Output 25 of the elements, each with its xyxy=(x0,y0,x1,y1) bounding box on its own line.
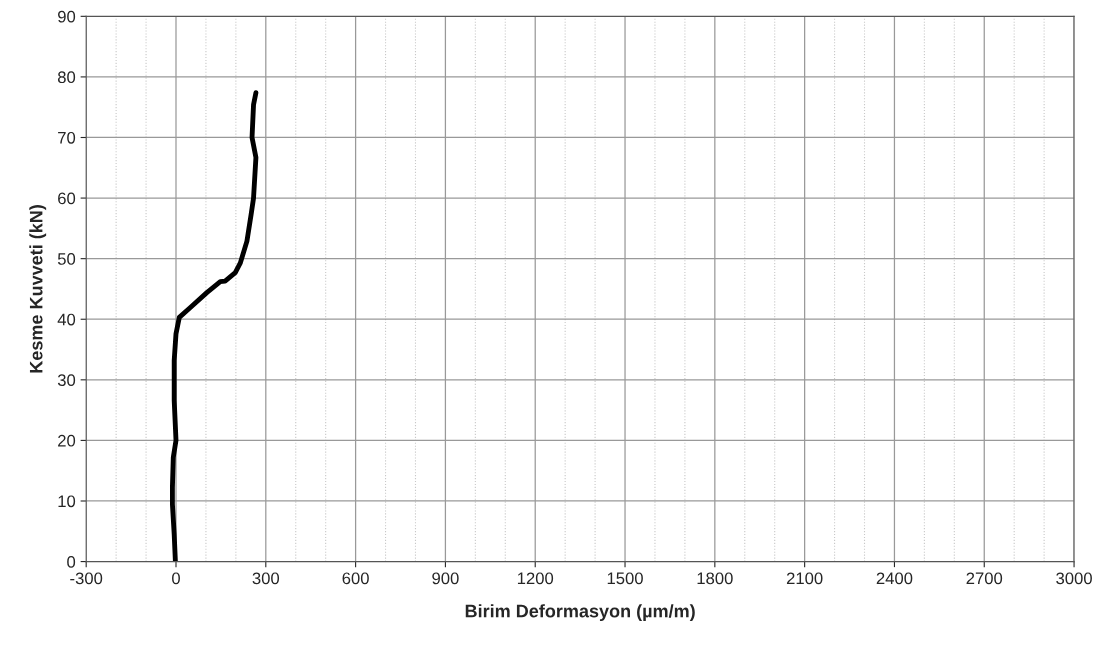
x-tick-label: 2100 xyxy=(786,572,823,585)
x-tick-label: 600 xyxy=(342,572,369,585)
y-tick-label: 30 xyxy=(57,374,76,387)
line-series xyxy=(169,90,259,562)
y-tick-label: 0 xyxy=(67,555,76,568)
x-tick-label: 1500 xyxy=(607,572,643,585)
x-tick-label: 1200 xyxy=(517,572,554,585)
x-axis-title: Birim Deformasyon (µm/m) xyxy=(465,604,695,622)
x-tick-label: -300 xyxy=(70,572,103,585)
x-tick-label: 900 xyxy=(432,572,459,585)
x-tick-label: 0 xyxy=(172,572,180,585)
x-tick-label: 300 xyxy=(252,572,280,585)
y-tick-label: 90 xyxy=(58,10,76,23)
y-tick-label: 10 xyxy=(58,495,76,508)
x-tick-label: 2400 xyxy=(876,572,913,585)
y-tick-label: 70 xyxy=(58,131,76,144)
x-tick-label: 1800 xyxy=(697,572,733,585)
x-tick-label: 2700 xyxy=(966,572,1003,585)
y-tick-label: 40 xyxy=(57,313,76,326)
y-tick-label: 60 xyxy=(58,192,76,205)
y-tick-label: 80 xyxy=(57,71,76,84)
y-axis-title: Kesme Kuvveti (kN) xyxy=(29,205,47,373)
y-tick-label: 20 xyxy=(58,434,76,447)
y-tick-label: 50 xyxy=(57,253,76,265)
x-tick-label: 3000 xyxy=(1056,572,1092,585)
